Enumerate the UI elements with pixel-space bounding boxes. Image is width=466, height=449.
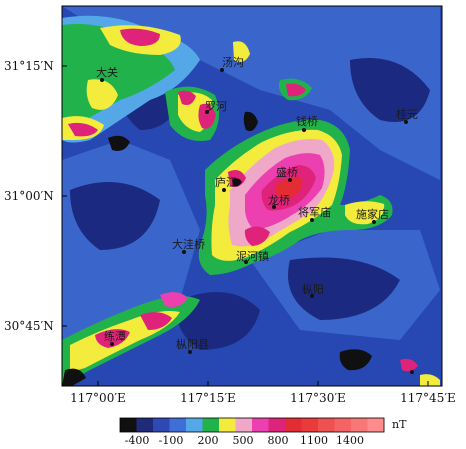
longitude-label-2: 117°15′E [180, 391, 236, 405]
place-zongyang: 枞阳 [302, 283, 324, 296]
color-legend [119, 417, 385, 433]
latitude-label-2: 31°00′N [4, 189, 54, 203]
place-shengqiao: 盛桥 [276, 165, 298, 179]
place-shijiadian: 施家店 [356, 207, 389, 221]
legend-swatch [334, 418, 352, 432]
place-longqiao: 龙桥 [268, 194, 290, 207]
legend-border [119, 417, 385, 433]
longitude-label-3: 117°30′E [290, 391, 346, 405]
legend-swatch [318, 418, 335, 432]
place-jiangjunmiao: 将军庙 [298, 205, 331, 219]
legend-swatch [186, 418, 203, 432]
legend-swatch [219, 418, 236, 432]
place-dot-nihezhen [244, 260, 248, 264]
place-dot-tongling [410, 370, 414, 374]
place-tanggou: 汤沟 [222, 55, 244, 69]
latitude-label-1: 31°15′N [4, 59, 54, 73]
place-dot-qianqiao [302, 128, 306, 132]
place-dot-zongyangxian [188, 350, 192, 354]
axis-ticks [62, 65, 429, 386]
legend-swatch [120, 418, 137, 432]
place-dot-dawaqiao [182, 250, 186, 254]
place-dawaqiao: 大洼桥 [172, 237, 205, 251]
place-dot-zongyang [310, 294, 314, 298]
place-dot-shengqiao [288, 178, 292, 182]
legend-tick-label: 800 [268, 434, 289, 447]
legend-tick-labels: -400 -100 200 500 800 1100 1400 [125, 434, 364, 447]
legend-swatch [367, 418, 385, 432]
anomaly-field [62, 6, 442, 386]
legend-tick-label: -100 [159, 434, 184, 447]
latitude-label-3: 30°45′N [4, 319, 54, 333]
legend-swatch [268, 418, 286, 432]
legend-swatch [235, 418, 253, 432]
longitude-label-1: 117°00′E [70, 391, 126, 405]
place-dot-daguan [100, 78, 104, 82]
place-dot-guiyuan [404, 120, 408, 124]
place-dot-longqiao [272, 205, 276, 209]
legend-swatch [169, 418, 187, 432]
place-luohe: 罗河 [205, 100, 227, 113]
place-guiyuan: 桂元 [396, 107, 418, 121]
place-qianqiao: 钱桥 [296, 114, 318, 128]
place-dot-tanggou [220, 68, 224, 72]
legend-tick-label: -400 [125, 434, 150, 447]
place-dot-jiangjunmiao [310, 218, 314, 222]
place-markers: 大关 汤沟 罗河 钱桥 盛桥 庐江 龙桥 将军庙 施家店 大洼桥 泥河镇 枞阳 … [96, 55, 418, 374]
place-nihezhen: 泥河镇 [236, 249, 269, 263]
legend-tick-label: 1100 [300, 434, 328, 447]
legend-swatch [351, 418, 368, 432]
legend-tick-label: 1400 [336, 434, 364, 447]
place-lujiang: 庐江 [215, 175, 237, 189]
place-liantan: 练潭 [104, 329, 126, 343]
place-dot-liantan [110, 342, 114, 346]
legend-swatch [202, 418, 220, 432]
place-daguan: 大关 [96, 65, 118, 79]
legend-tick-label: 200 [198, 434, 219, 447]
legend-swatch [136, 418, 154, 432]
legend-swatch [285, 418, 302, 432]
place-dot-lujiang [222, 188, 226, 192]
longitude-label-4: 117°45′E [400, 391, 456, 405]
place-zongyangxian: 枞阳县 [176, 338, 209, 351]
place-dot-shijiadian [372, 220, 376, 224]
place-dot-luohe [205, 110, 209, 114]
legend-swatch [252, 418, 269, 432]
legend-unit: nT [392, 418, 407, 431]
legend-swatch [301, 418, 319, 432]
legend-tick-label: 500 [233, 434, 254, 447]
legend-swatch [153, 418, 170, 432]
